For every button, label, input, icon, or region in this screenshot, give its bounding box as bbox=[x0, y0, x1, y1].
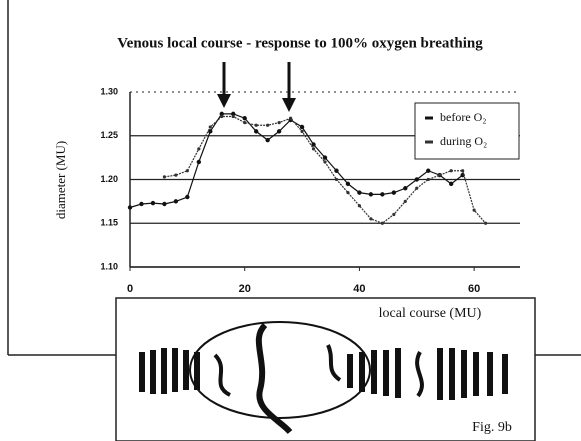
data-point bbox=[162, 201, 167, 207]
data-point bbox=[219, 111, 224, 117]
data-point bbox=[438, 173, 442, 177]
data-point bbox=[174, 173, 178, 177]
chart-title: Venous local course - response to 100% o… bbox=[117, 35, 483, 51]
data-point bbox=[461, 169, 465, 173]
y-axis-label: diameter (MU) bbox=[53, 141, 68, 219]
data-point bbox=[127, 205, 133, 210]
y-tick-label: 1.20 bbox=[100, 174, 118, 184]
data-point bbox=[220, 114, 224, 119]
data-point bbox=[414, 177, 419, 182]
x-tick-label: 0 bbox=[127, 283, 133, 295]
data-point bbox=[357, 204, 362, 208]
legend-label: before O₂ bbox=[440, 110, 487, 124]
legend-label: during O₂ bbox=[440, 134, 487, 148]
data-point bbox=[334, 177, 339, 182]
series-line bbox=[129, 113, 464, 209]
data-point bbox=[254, 123, 258, 127]
data-point bbox=[472, 208, 476, 212]
data-point bbox=[311, 147, 316, 151]
arrows bbox=[217, 62, 296, 112]
data-point bbox=[345, 181, 351, 187]
data-point bbox=[426, 177, 430, 182]
data-point bbox=[426, 168, 431, 173]
data-point bbox=[277, 121, 281, 125]
data-point bbox=[139, 201, 144, 207]
data-point bbox=[266, 123, 270, 127]
data-point bbox=[369, 217, 373, 221]
data-point bbox=[483, 221, 488, 225]
data-point bbox=[242, 116, 247, 121]
data-point bbox=[357, 190, 362, 195]
x-tick-label: 20 bbox=[239, 283, 251, 295]
figure-label: Fig. 9b bbox=[472, 420, 512, 435]
data-point bbox=[403, 186, 408, 191]
x-tick-label: 40 bbox=[353, 283, 365, 295]
data-point bbox=[368, 192, 374, 197]
data-point bbox=[323, 160, 327, 164]
data-point bbox=[288, 116, 293, 120]
y-tick-label: 1.15 bbox=[100, 218, 118, 228]
y-tick-label: 1.10 bbox=[100, 261, 118, 271]
data-point bbox=[185, 194, 190, 200]
data-point bbox=[299, 124, 305, 130]
data-point bbox=[208, 125, 212, 129]
data-point bbox=[322, 155, 328, 160]
data-point bbox=[449, 169, 453, 173]
data-point bbox=[391, 190, 397, 195]
x-axis-label: local course (MU) bbox=[379, 306, 482, 321]
data-point bbox=[392, 212, 396, 217]
data-point bbox=[162, 175, 167, 179]
data-point bbox=[448, 181, 454, 187]
data-point bbox=[231, 111, 236, 117]
drawing-frame bbox=[115, 297, 536, 441]
data-point bbox=[150, 200, 156, 206]
data-point bbox=[231, 114, 235, 119]
data-point bbox=[380, 221, 384, 225]
data-point bbox=[253, 129, 259, 134]
data-point bbox=[265, 137, 270, 143]
data-point bbox=[185, 169, 189, 173]
data-point bbox=[311, 142, 316, 147]
data-point bbox=[197, 147, 201, 151]
data-point bbox=[334, 168, 339, 173]
data-point bbox=[346, 191, 350, 195]
data-point bbox=[196, 159, 202, 165]
data-point bbox=[403, 199, 407, 203]
data-point bbox=[276, 129, 282, 134]
data-point bbox=[415, 186, 419, 190]
data-point bbox=[300, 129, 304, 133]
data-point bbox=[380, 192, 385, 197]
x-tick-label: 60 bbox=[468, 283, 480, 295]
y-tick-label: 1.25 bbox=[100, 130, 118, 140]
data-point bbox=[173, 199, 179, 204]
y-tick-label: 1.30 bbox=[100, 86, 118, 96]
legend-box bbox=[414, 102, 520, 160]
vessel-drawing bbox=[139, 321, 508, 435]
data-point bbox=[243, 121, 247, 125]
